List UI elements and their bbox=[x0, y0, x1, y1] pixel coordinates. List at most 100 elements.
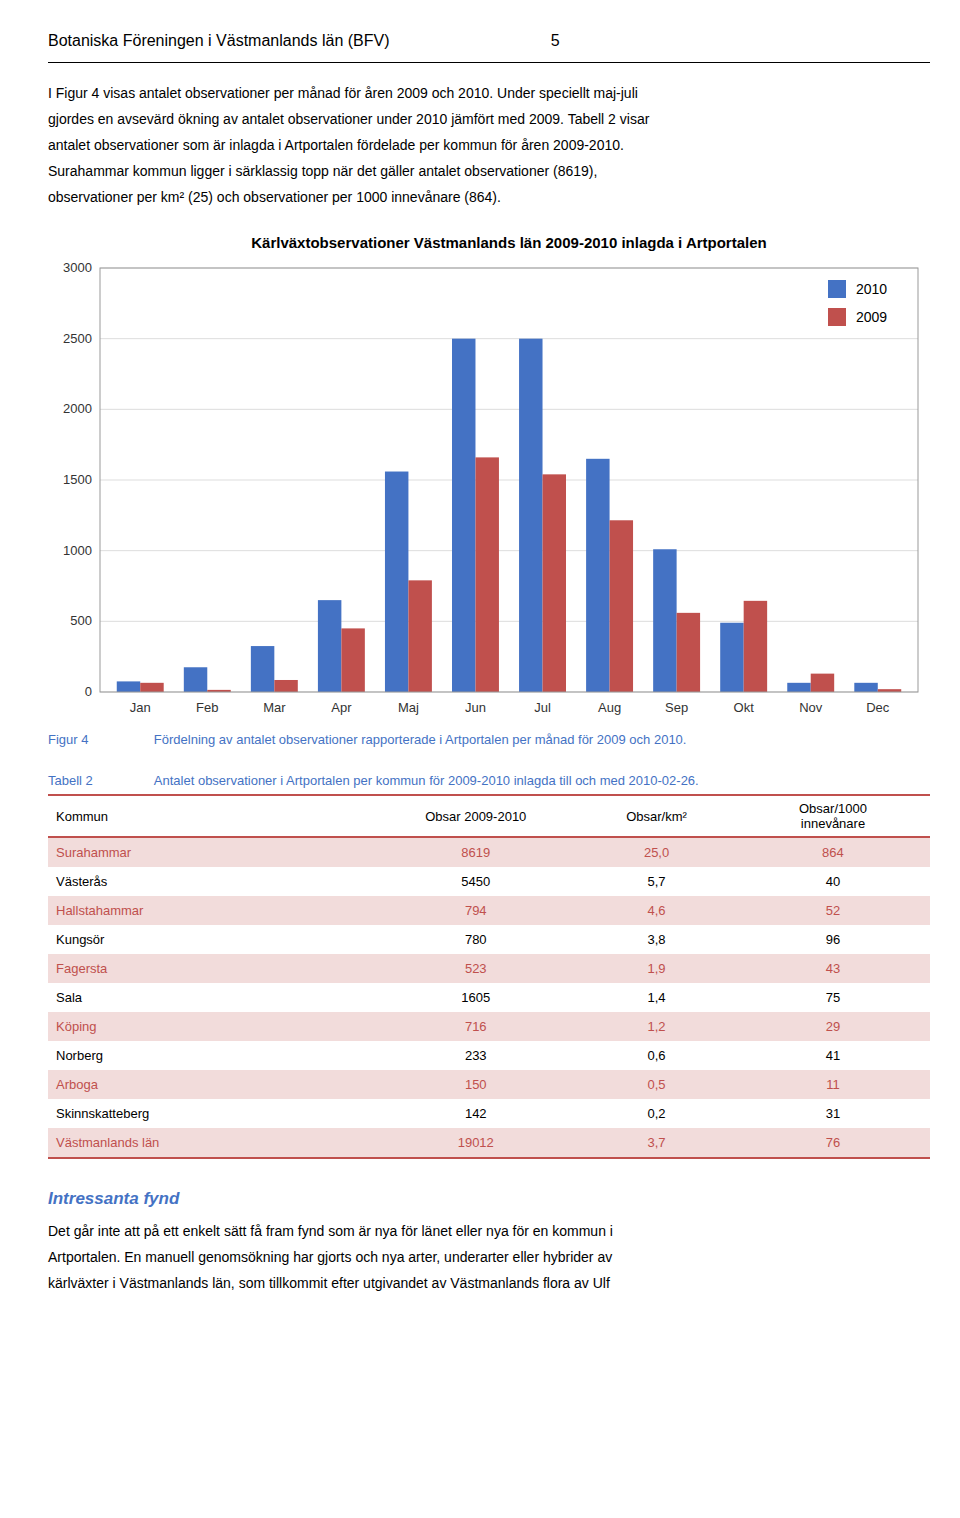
bar bbox=[408, 581, 431, 693]
table-row: Skinnskatteberg1420,231 bbox=[48, 1099, 930, 1128]
table-cell: Västmanlands län bbox=[48, 1128, 374, 1158]
bar bbox=[854, 683, 877, 692]
grid-line bbox=[100, 480, 918, 481]
bar bbox=[677, 613, 700, 692]
table-cell: 780 bbox=[374, 925, 577, 954]
table-caption-text: Antalet observationer i Artportalen per … bbox=[154, 773, 699, 788]
figure-caption: Figur 4Fördelning av antalet observation… bbox=[48, 732, 930, 747]
bottom-text: Det går inte att på ett enkelt sätt få f… bbox=[48, 1219, 930, 1297]
y-tick-label: 1500 bbox=[63, 472, 92, 487]
table-row: Västmanlands län190123,776 bbox=[48, 1128, 930, 1158]
bar bbox=[117, 682, 140, 693]
x-tick-label: Sep bbox=[665, 700, 688, 715]
bar-chart: Kärlväxtobservationer Västmanlands län 2… bbox=[48, 224, 930, 724]
table-cell: 5,7 bbox=[577, 867, 736, 896]
y-tick-label: 0 bbox=[85, 684, 92, 699]
table-header: Obsar/1000 innevånare bbox=[736, 795, 930, 837]
table-cell: 3,8 bbox=[577, 925, 736, 954]
bar bbox=[787, 683, 810, 692]
x-tick-label: Okt bbox=[734, 700, 755, 715]
table-cell: 29 bbox=[736, 1012, 930, 1041]
table-cell: 864 bbox=[736, 837, 930, 867]
bar bbox=[811, 674, 834, 692]
table-row: Fagersta5231,943 bbox=[48, 954, 930, 983]
table-cell: 1605 bbox=[374, 983, 577, 1012]
table-cell: 1,9 bbox=[577, 954, 736, 983]
legend: 20102009 bbox=[828, 280, 887, 326]
table-cell: Hallstahammar bbox=[48, 896, 374, 925]
table-caption: Tabell 2Antalet observationer i Artporta… bbox=[48, 773, 930, 788]
table-cell: Norberg bbox=[48, 1041, 374, 1070]
bar bbox=[653, 550, 676, 693]
bar bbox=[543, 475, 566, 693]
table-row: Surahammar861925,0864 bbox=[48, 837, 930, 867]
data-table: KommunObsar 2009-2010Obsar/km²Obsar/1000… bbox=[48, 794, 930, 1159]
bar bbox=[184, 668, 207, 693]
x-tick-label: Nov bbox=[799, 700, 823, 715]
legend-swatch bbox=[828, 280, 846, 298]
table-cell: Sala bbox=[48, 983, 374, 1012]
x-tick-label: Feb bbox=[196, 700, 218, 715]
x-tick-label: Jan bbox=[130, 700, 151, 715]
bar bbox=[385, 472, 408, 692]
table-row: Arboga1500,511 bbox=[48, 1070, 930, 1099]
table-cell: Surahammar bbox=[48, 837, 374, 867]
table-head: KommunObsar 2009-2010Obsar/km²Obsar/1000… bbox=[48, 795, 930, 837]
table-header-row: KommunObsar 2009-2010Obsar/km²Obsar/1000… bbox=[48, 795, 930, 837]
table-cell: 52 bbox=[736, 896, 930, 925]
bar bbox=[251, 647, 274, 693]
y-tick-label: 2500 bbox=[63, 331, 92, 346]
table-cell: 25,0 bbox=[577, 837, 736, 867]
table-cell: 96 bbox=[736, 925, 930, 954]
table-cell: 0,5 bbox=[577, 1070, 736, 1099]
table-cell: 8619 bbox=[374, 837, 577, 867]
table-cell: 43 bbox=[736, 954, 930, 983]
table-header: Obsar/km² bbox=[577, 795, 736, 837]
table-row: Norberg2330,641 bbox=[48, 1041, 930, 1070]
table-cell: 0,6 bbox=[577, 1041, 736, 1070]
header: Botaniska Föreningen i Västmanlands län … bbox=[48, 22, 930, 63]
table-cell: 19012 bbox=[374, 1128, 577, 1158]
bar bbox=[720, 623, 743, 692]
grid-line bbox=[100, 621, 918, 622]
page: Botaniska Föreningen i Västmanlands län … bbox=[0, 0, 960, 1307]
x-tick-label: Jul bbox=[534, 700, 551, 715]
table-cell: 523 bbox=[374, 954, 577, 983]
y-tick-label: 500 bbox=[70, 614, 92, 629]
table-cell: 1,2 bbox=[577, 1012, 736, 1041]
bottom-heading: Intressanta fynd bbox=[48, 1189, 930, 1209]
figure-caption-text: Fördelning av antalet observationer rapp… bbox=[154, 732, 687, 747]
bars bbox=[117, 339, 901, 692]
x-tick-label: Maj bbox=[398, 700, 419, 715]
table-cell: Fagersta bbox=[48, 954, 374, 983]
bar bbox=[274, 680, 297, 692]
y-tick-label: 2000 bbox=[63, 402, 92, 417]
table-cell: 4,6 bbox=[577, 896, 736, 925]
table-cell: 794 bbox=[374, 896, 577, 925]
intro-text: I Figur 4 visas antalet observationer pe… bbox=[48, 81, 930, 210]
bar bbox=[140, 683, 163, 692]
y-tick-label: 1000 bbox=[63, 543, 92, 558]
legend-swatch bbox=[828, 308, 846, 326]
table-cell: Arboga bbox=[48, 1070, 374, 1099]
grid-line bbox=[100, 551, 918, 552]
table-cell: 142 bbox=[374, 1099, 577, 1128]
chart-title: Kärlväxtobservationer Västmanlands län 2… bbox=[251, 234, 766, 251]
table-cell: Köping bbox=[48, 1012, 374, 1041]
grid-line bbox=[100, 409, 918, 410]
table-row: Västerås54505,740 bbox=[48, 867, 930, 896]
table-cell: 40 bbox=[736, 867, 930, 896]
table-body: Surahammar861925,0864Västerås54505,740Ha… bbox=[48, 837, 930, 1158]
grid-line bbox=[100, 339, 918, 340]
bar bbox=[318, 601, 341, 693]
bar bbox=[475, 458, 498, 693]
bar bbox=[610, 521, 633, 693]
table-header: Obsar 2009-2010 bbox=[374, 795, 577, 837]
table-cell: 233 bbox=[374, 1041, 577, 1070]
x-tick-label: Dec bbox=[866, 700, 890, 715]
plot-frame bbox=[100, 268, 918, 692]
header-right: 5 bbox=[551, 32, 560, 50]
bar bbox=[744, 601, 767, 692]
legend-label: 2010 bbox=[856, 281, 887, 297]
table-cell: 76 bbox=[736, 1128, 930, 1158]
